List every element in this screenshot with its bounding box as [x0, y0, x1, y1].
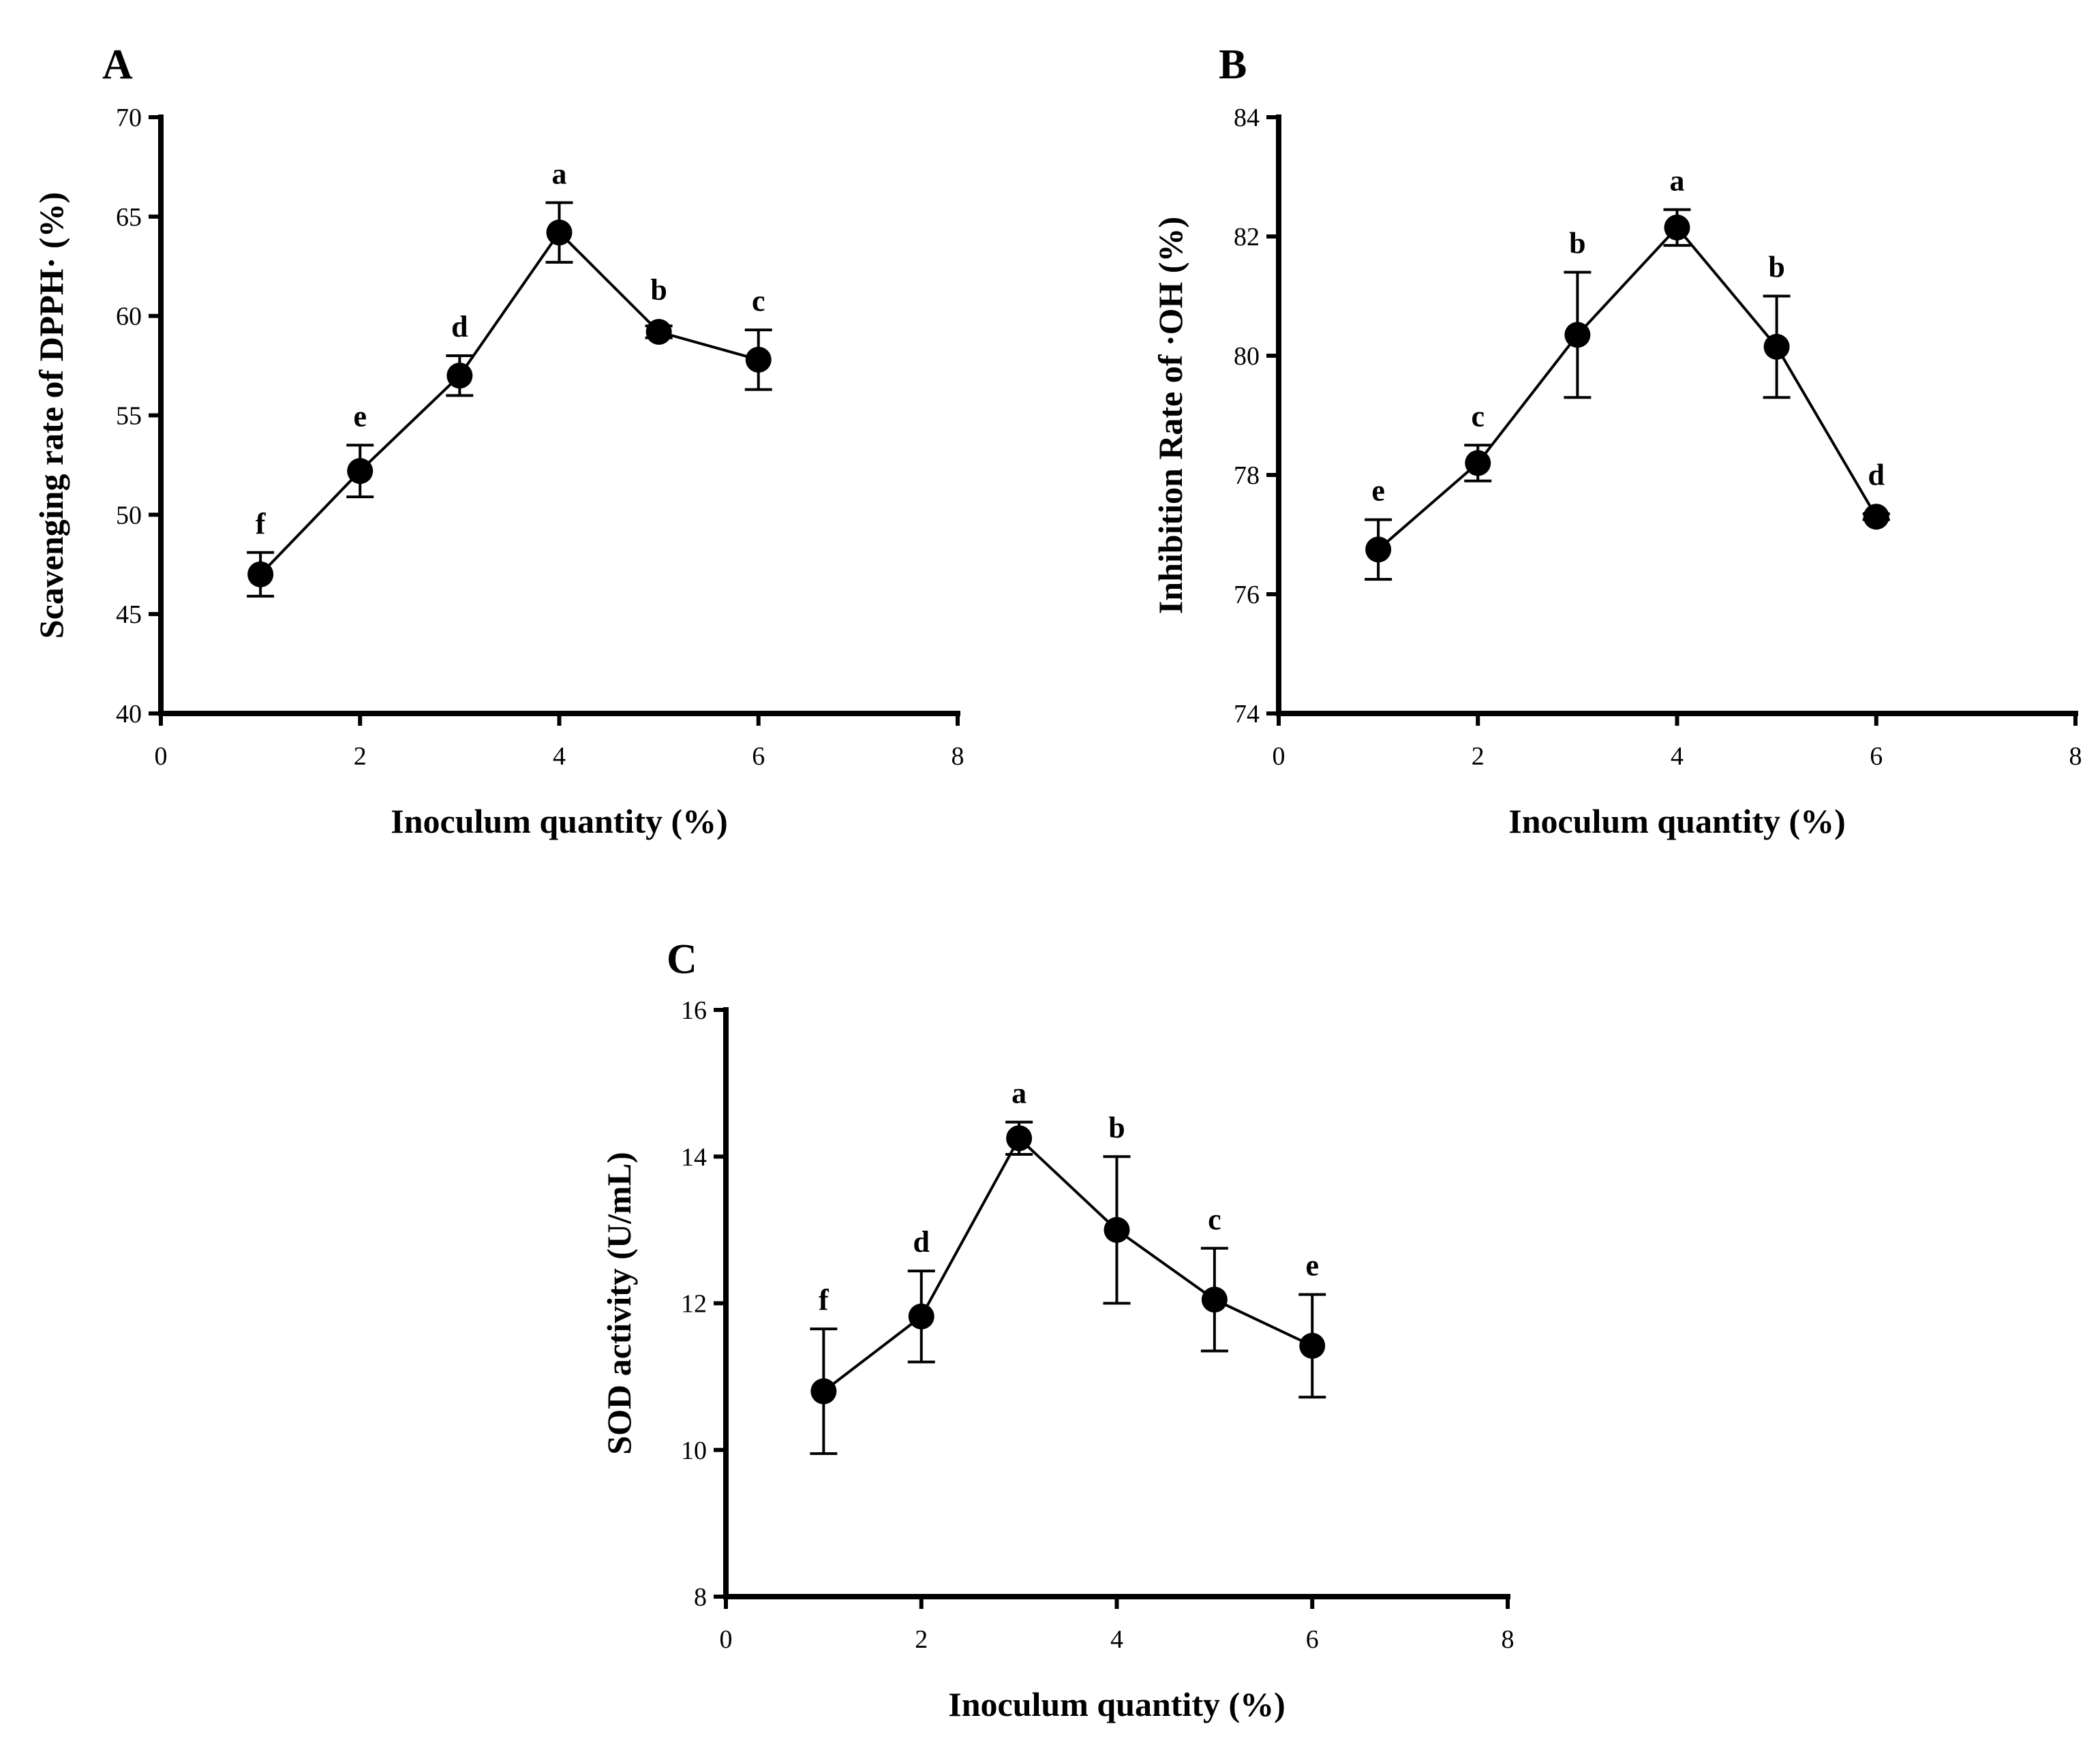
series-line	[823, 1136, 1313, 1393]
y-tick-label: 8	[694, 1583, 707, 1612]
y-tick-label: 78	[1234, 461, 1260, 490]
x-tick-label: 8	[952, 742, 964, 771]
y-tick-label: 80	[1234, 342, 1260, 371]
significance-label: c	[752, 284, 765, 318]
data-point	[1664, 214, 1690, 241]
x-tick-label: 2	[1472, 742, 1485, 771]
data-point	[1104, 1216, 1130, 1243]
y-tick-label: 45	[116, 600, 142, 629]
significance-label: c	[1208, 1203, 1221, 1236]
data-point	[745, 346, 772, 373]
data-point	[446, 363, 473, 389]
data-point	[1006, 1125, 1033, 1152]
chart-panel-a: A 40 45 50 55 60 65 70 0 2 4 6 8 Inoculum quantity (%…	[32, 42, 964, 840]
y-tick-label: 82	[1234, 223, 1260, 251]
y-tick-label: 60	[116, 303, 142, 331]
y-tick-label: 14	[681, 1143, 707, 1171]
x-tick-label: 2	[354, 742, 367, 771]
significance-label: d	[913, 1225, 930, 1259]
x-tick-label: 4	[553, 742, 566, 771]
significance-label: a	[552, 157, 567, 190]
x-tick-label: 4	[1110, 1625, 1123, 1654]
x-tick-label: 6	[752, 742, 765, 771]
significance-label: b	[1768, 251, 1784, 284]
data-point	[1863, 504, 1889, 530]
data-point	[247, 561, 274, 587]
data-point	[1299, 1332, 1326, 1359]
x-tick-label: 6	[1870, 742, 1883, 771]
y-axis-label: Inhibition Rate of ·OH (%)	[1151, 217, 1189, 614]
significance-label: c	[1471, 399, 1485, 433]
data-point	[1365, 536, 1392, 563]
significance-label: e	[1305, 1249, 1319, 1282]
significance-label: b	[650, 273, 667, 307]
series-line	[1377, 225, 1878, 551]
x-tick-label: 8	[2069, 742, 2082, 771]
y-tick-label: 12	[681, 1290, 707, 1319]
y-tick-label: 16	[681, 996, 707, 1025]
x-tick-label: 4	[1671, 742, 1684, 771]
significance-label: d	[451, 310, 468, 343]
x-axis-label: Inoculum quantity (%)	[948, 1685, 1285, 1723]
y-tick-label: 10	[681, 1436, 707, 1465]
axes-lines	[1276, 114, 2078, 716]
x-tick-label: 0	[720, 1625, 733, 1654]
data-point	[1201, 1287, 1228, 1313]
significance-label: b	[1569, 227, 1585, 260]
data-point	[546, 219, 573, 246]
chart-panel-c: C 8 10 12 14 16 0 2 4 6 8 Inoculum quantity (%) SOD …	[600, 936, 1515, 1723]
x-tick-label: 0	[1273, 742, 1285, 771]
significance-label: e	[1371, 474, 1385, 508]
panel-letter: A	[102, 42, 133, 88]
y-axis-label: Scavenging rate of DPPH· (%)	[32, 192, 70, 639]
significance-label: f	[819, 1283, 830, 1317]
y-tick-label: 74	[1234, 700, 1260, 728]
y-tick-label: 65	[116, 203, 142, 232]
x-tick-label: 8	[1502, 1625, 1515, 1654]
x-tick-label: 0	[155, 742, 168, 771]
x-tick-label: 6	[1306, 1625, 1319, 1654]
data-point	[1763, 333, 1790, 360]
x-tick-label: 2	[915, 1625, 928, 1654]
y-tick-label: 50	[116, 501, 142, 529]
data-point	[1465, 450, 1491, 476]
x-axis-label: Inoculum quantity (%)	[391, 802, 728, 840]
y-axis-label: SOD activity (U/mL)	[600, 1152, 638, 1454]
panel-letter: C	[667, 936, 697, 983]
panel-letter: B	[1219, 42, 1247, 88]
chart-panel-b: B 74 76 78 80 82 84 0 2 4 6 8 Inoculum quantity (%) I…	[1151, 42, 2082, 840]
series-line	[259, 230, 759, 576]
data-point	[908, 1303, 934, 1330]
significance-label: d	[1868, 458, 1885, 491]
significance-label: e	[353, 399, 367, 433]
significance-label: a	[1670, 164, 1685, 198]
x-axis-label: Inoculum quantity (%)	[1508, 802, 1846, 840]
y-tick-label: 76	[1234, 581, 1260, 609]
y-tick-label: 40	[116, 700, 142, 728]
significance-label: b	[1108, 1111, 1125, 1144]
data-point	[1564, 322, 1591, 348]
significance-label: f	[256, 507, 267, 540]
y-tick-label: 84	[1234, 104, 1260, 132]
data-point	[645, 319, 672, 345]
data-point	[810, 1378, 837, 1404]
y-tick-label: 70	[116, 104, 142, 132]
data-point	[347, 458, 374, 485]
significance-label: a	[1011, 1077, 1026, 1110]
y-tick-label: 55	[116, 402, 142, 431]
